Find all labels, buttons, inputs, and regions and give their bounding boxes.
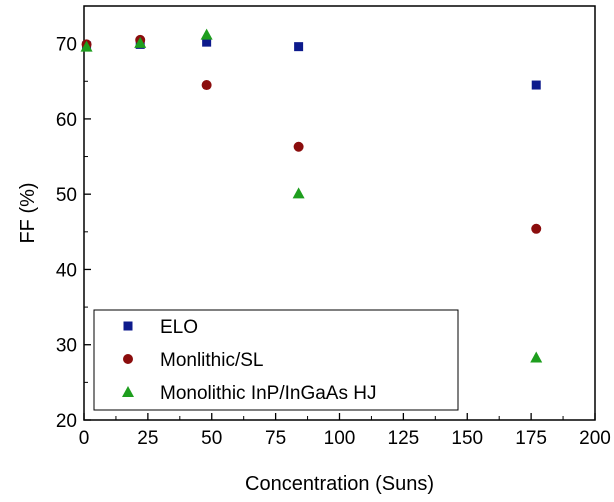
y-tick-label: 50	[56, 185, 77, 206]
axes: 0 25 50 75 100 125 150 175 200 20 30 40 50 60 70	[56, 35, 611, 449]
y-tick-label: 30	[56, 336, 77, 357]
x-tick-label: 50	[201, 428, 222, 449]
data-point	[202, 37, 212, 47]
legend-label: Monlithic/SL	[160, 350, 264, 371]
data-series	[80, 28, 543, 363]
series-monlithic-sl	[81, 34, 542, 234]
legend: ELO Monlithic/SL Monolithic InP/InGaAs HJ	[93, 309, 459, 411]
data-point	[531, 80, 541, 90]
data-point	[293, 141, 304, 152]
legend-box	[93, 309, 459, 411]
x-tick-label: 0	[79, 428, 90, 449]
legend-marker	[122, 386, 134, 397]
x-axis-title: Concentration (Suns)	[245, 473, 434, 495]
x-tick-label: 125	[388, 428, 420, 449]
legend-label: ELO	[160, 317, 198, 338]
x-tick-label: 150	[451, 428, 483, 449]
data-point	[134, 36, 147, 48]
data-point	[292, 187, 305, 199]
data-point	[201, 80, 212, 91]
series-elo	[82, 37, 541, 90]
data-point	[531, 223, 542, 234]
data-point	[200, 28, 213, 40]
x-tick-label: 25	[137, 428, 158, 449]
data-point	[530, 351, 543, 363]
y-tick-label: 60	[56, 110, 77, 131]
x-tick-label: 175	[515, 428, 547, 449]
series-monolithic-inp-ingaas-hj	[80, 28, 543, 363]
x-tick-label: 200	[579, 428, 611, 449]
y-tick-label: 20	[56, 411, 77, 432]
legend-label: Monolithic InP/InGaAs HJ	[160, 383, 376, 404]
data-point	[80, 40, 93, 52]
y-tick-label: 70	[56, 35, 77, 56]
x-tick-label: 75	[265, 428, 286, 449]
y-tick-label: 40	[56, 260, 77, 281]
legend-marker	[123, 354, 133, 364]
legend-marker	[123, 321, 133, 331]
y-axis-title: FF (%)	[17, 182, 39, 243]
x-tick-label: 100	[324, 428, 356, 449]
data-point	[294, 42, 304, 52]
